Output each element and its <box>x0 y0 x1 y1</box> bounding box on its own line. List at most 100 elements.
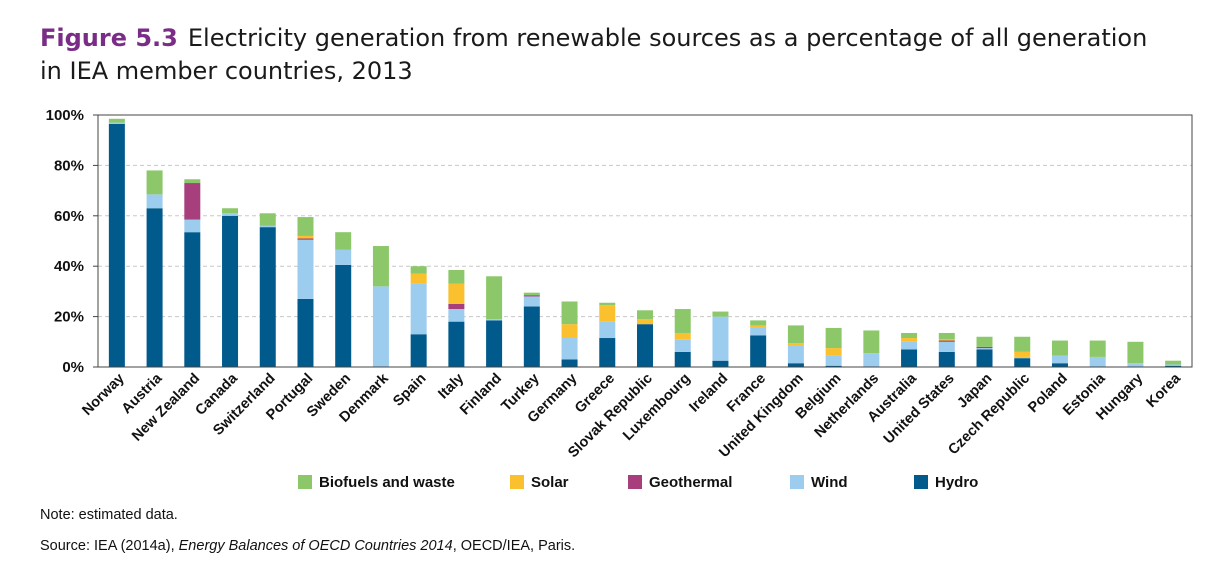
bar-segment-biofuels-and-waste <box>448 269 465 284</box>
bar-segment-biofuels-and-waste <box>259 213 276 226</box>
source-publication: Energy Balances of OECD Countries 2014 <box>178 538 453 554</box>
x-tick-label: Italy <box>435 371 467 403</box>
legend-swatch-wind <box>790 475 804 489</box>
bar-segment-biofuels-and-waste <box>1165 360 1182 365</box>
bar-segment-hydro <box>410 334 427 367</box>
bar-segment-wind <box>1051 355 1068 364</box>
legend-swatch-geothermal <box>628 475 642 489</box>
bar-segment-hydro <box>1051 363 1068 367</box>
bar-segment-hydro <box>599 338 616 367</box>
bar-segment-wind <box>976 348 993 350</box>
bar-segment-wind <box>1089 356 1106 367</box>
bar-segment-biofuels-and-waste <box>410 266 427 274</box>
bar-segment-hydro <box>448 321 465 367</box>
bar-segment-wind <box>222 213 239 216</box>
bar-segment-solar <box>410 273 427 284</box>
bar-segment-hydro <box>712 360 729 367</box>
bar-segment-hydro <box>637 324 653 367</box>
x-tick-label: Spain <box>390 371 429 410</box>
bar-segment-solar <box>750 325 767 328</box>
bar-segment-biofuels-and-waste <box>146 170 163 195</box>
bar-segment-hydro <box>146 208 163 367</box>
bar-segment-wind <box>825 355 842 366</box>
bar-segment-biofuels-and-waste <box>1127 341 1144 364</box>
bar-segment-hydro <box>825 365 842 367</box>
bar-segment-solar <box>825 348 842 356</box>
bar-segment-wind <box>335 249 352 265</box>
bar-segment-geothermal <box>297 238 314 240</box>
bar-segment-hydro <box>901 349 918 367</box>
bar-segment-hydro <box>750 335 767 367</box>
bar-segment-biofuels-and-waste <box>787 325 804 344</box>
bar-segment-hydro <box>486 320 503 367</box>
bar-segment-hydro <box>976 349 993 367</box>
bar-segment-wind <box>523 296 540 307</box>
bar-segment-wind <box>750 327 767 336</box>
figure-number: Figure 5.3 <box>40 24 178 52</box>
legend-label-geothermal: Geothermal <box>649 474 732 491</box>
bar-segment-wind <box>297 239 314 299</box>
bar-segment-wind <box>561 338 578 360</box>
y-tick-label: 0% <box>62 359 84 376</box>
bar-segment-biofuels-and-waste <box>1089 340 1106 357</box>
legend-label-solar: Solar <box>531 474 569 491</box>
bar-segment-solar <box>1014 351 1031 357</box>
y-tick-label: 100% <box>46 107 84 124</box>
bar-segment-hydro <box>1014 358 1031 367</box>
bar-segment-geothermal <box>938 340 955 342</box>
bar-segment-biofuels-and-waste <box>863 330 880 354</box>
bar-segment-solar <box>561 324 578 339</box>
bar-segment-wind <box>901 341 918 350</box>
bar-segment-wind <box>184 219 201 233</box>
chart-note: Note: estimated data. <box>40 507 178 523</box>
bar-segment-wind <box>448 309 465 322</box>
bar-segment-biofuels-and-waste <box>976 336 993 347</box>
bar-segment-wind <box>863 353 880 367</box>
bar-segment-wind <box>259 225 276 228</box>
x-tick-label: Finland <box>457 371 505 419</box>
bar-segment-wind <box>1014 356 1031 359</box>
bar-segment-biofuels-and-waste <box>901 332 918 339</box>
bar-segment-hydro <box>674 351 691 367</box>
bar-segment-solar <box>787 343 804 346</box>
bar-segment-hydro <box>787 363 804 367</box>
legend-label-wind: Wind <box>811 474 848 491</box>
legend-swatch-solar <box>510 475 524 489</box>
bar-segment-solar <box>448 283 465 304</box>
bar-segment-biofuels-and-waste <box>523 292 540 296</box>
bar-segment-solar <box>901 338 918 342</box>
bar-segment-wind <box>372 286 389 367</box>
y-tick-label: 60% <box>54 208 84 225</box>
bar-segment-wind <box>1127 363 1144 367</box>
bar-segment-hydro <box>523 306 540 367</box>
bar-segment-biofuels-and-waste <box>372 246 389 287</box>
plot-frame <box>97 114 1193 368</box>
bar-segment-hydro <box>108 123 125 367</box>
bar-segment-hydro <box>184 232 201 367</box>
y-tick-label: 80% <box>54 157 84 174</box>
bar-segment-wind <box>674 339 691 352</box>
bar-segment-wind <box>938 341 955 352</box>
bar-segment-biofuels-and-waste <box>674 309 691 333</box>
bar-segment-geothermal <box>448 304 465 310</box>
bar-segment-solar <box>599 305 616 322</box>
chart-source: Source: IEA (2014a), Energy Balances of … <box>40 538 575 554</box>
x-tick-label: Ireland <box>686 371 731 416</box>
legend-label-biofuels-and-waste: Biofuels and waste <box>319 474 455 491</box>
bar-segment-wind <box>146 194 163 209</box>
source-suffix: , OECD/IEA, Paris. <box>452 538 576 554</box>
bar-segment-biofuels-and-waste <box>297 217 314 236</box>
bar-segment-biofuels-and-waste <box>637 310 653 320</box>
bar-segment-hydro <box>1165 365 1182 367</box>
bar-segment-biofuels-and-waste <box>750 320 767 326</box>
bar-segment-biofuels-and-waste <box>599 302 616 306</box>
bar-segment-wind <box>108 122 125 124</box>
bar-segment-geothermal <box>184 183 201 220</box>
legend-swatch-biofuels-and-waste <box>298 475 312 489</box>
bar-segment-wind <box>410 283 427 335</box>
bar-segment-biofuels-and-waste <box>712 311 729 317</box>
bar-segment-solar <box>637 319 653 325</box>
x-tick-label: Luxembourg <box>620 371 693 444</box>
bar-segment-geothermal <box>523 295 540 297</box>
